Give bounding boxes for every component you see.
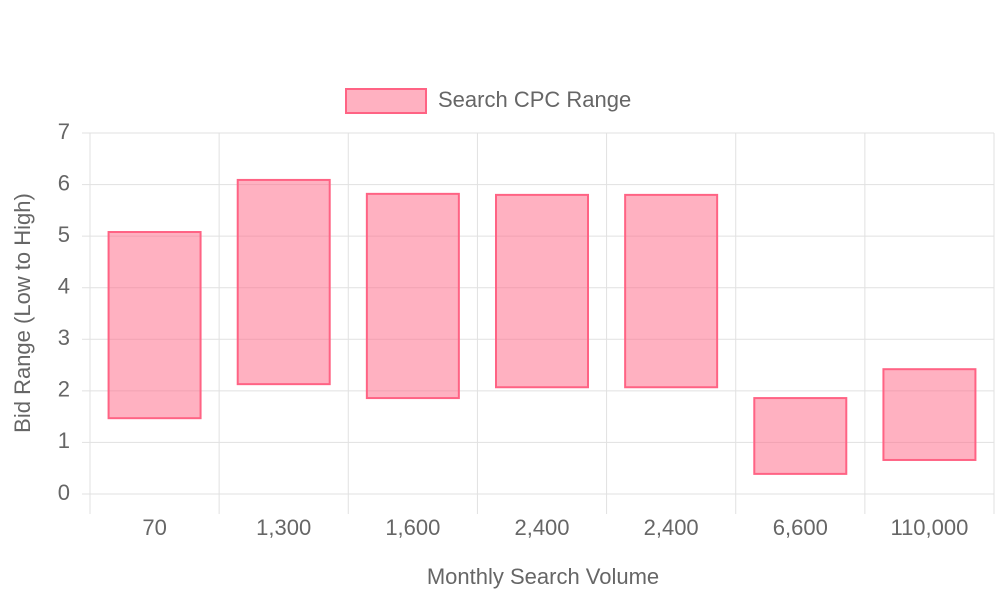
x-tick-label: 70 — [142, 515, 166, 540]
bar — [365, 192, 460, 400]
x-tick-label: 6,600 — [773, 515, 828, 540]
y-tick-label: 6 — [58, 170, 70, 195]
y-tick-label: 0 — [58, 480, 70, 505]
y-tick-label: 3 — [58, 325, 70, 350]
y-tick-label: 4 — [58, 274, 70, 299]
x-axis-title: Monthly Search Volume — [427, 564, 659, 589]
y-tick-label: 5 — [58, 222, 70, 247]
bar — [753, 397, 848, 475]
y-tick-label: 7 — [58, 119, 70, 144]
bar — [107, 231, 202, 420]
x-tick-label: 2,400 — [514, 515, 569, 540]
x-tick-label: 110,000 — [890, 515, 968, 540]
legend-label: Search CPC Range — [438, 87, 631, 112]
x-tick-label: 1,300 — [256, 515, 311, 540]
bar — [882, 368, 977, 461]
bar — [236, 178, 331, 386]
x-tick-label: 2,400 — [644, 515, 699, 540]
bar — [624, 193, 719, 389]
legend-swatch — [345, 88, 427, 114]
y-tick-label: 1 — [58, 428, 70, 453]
y-axis-title: Bid Range (Low to High) — [10, 193, 35, 433]
y-tick-label: 2 — [58, 377, 70, 402]
bar — [495, 193, 589, 389]
x-tick-label: 1,600 — [385, 515, 440, 540]
